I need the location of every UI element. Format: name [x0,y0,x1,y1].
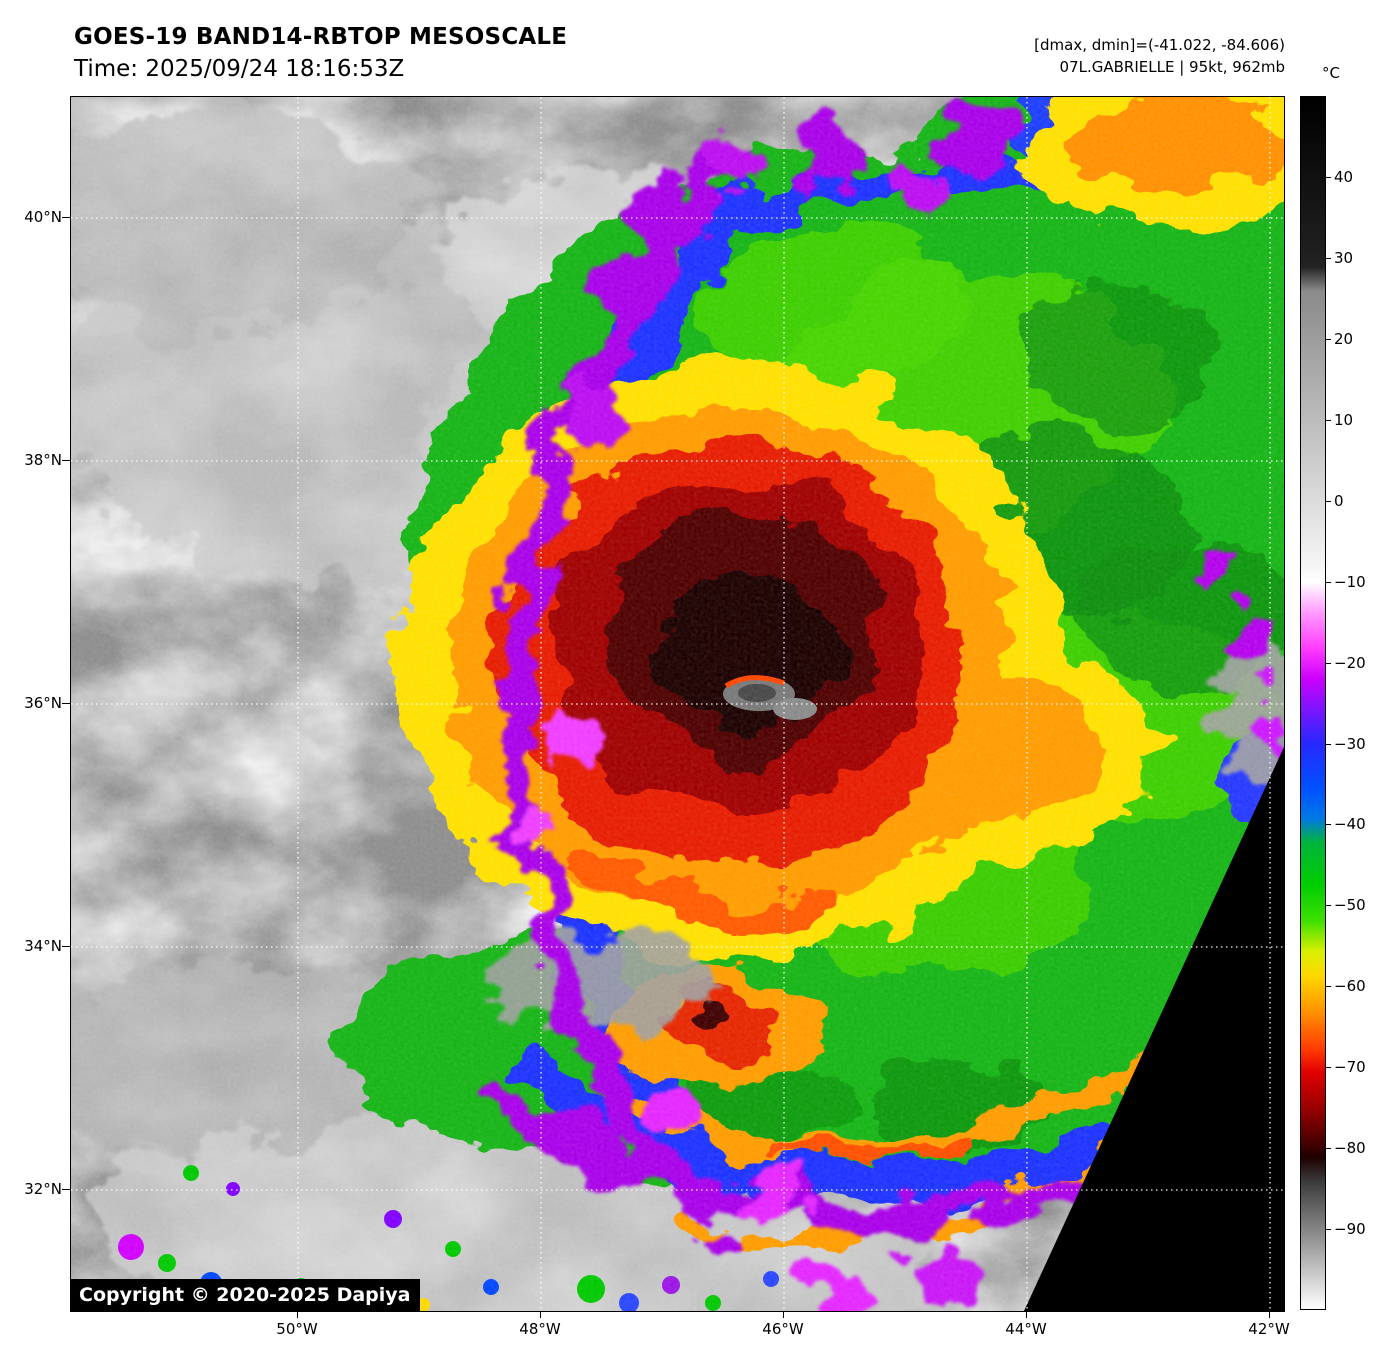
colorbar [1300,96,1326,1310]
colorbar-tick-label: 20 [1334,330,1354,348]
lon-axis-tick [1269,1311,1270,1318]
colorbar-tick-label: −50 [1334,896,1366,914]
colorbar-unit-label: °C [1322,64,1340,82]
lon-axis-tick [1026,1311,1027,1318]
colorbar-tick-label: −20 [1334,654,1366,672]
lat-axis-tick [62,1189,70,1190]
colorbar-tick-label: 0 [1334,492,1344,510]
satellite-plot [70,96,1285,1312]
lat-axis-label: 36°N [24,694,62,712]
lat-axis-tick [62,703,70,704]
lat-axis-tick [62,217,70,218]
no-data-wedge [1024,747,1284,1311]
colorbar-tick-label: 40 [1334,168,1354,186]
satellite-image [71,97,1284,1311]
colorbar-tick [1326,1067,1331,1068]
lat-axis-label: 40°N [24,208,62,226]
colorbar-tick [1326,986,1331,987]
lat-axis-tick [62,460,70,461]
colorbar-tick [1326,744,1331,745]
lon-axis-label: 44°W [1005,1320,1047,1338]
colorbar-tick [1326,1148,1331,1149]
colorbar-tick [1326,824,1331,825]
lat-axis-tick [62,946,70,947]
colorbar-tick [1326,420,1331,421]
colorbar-tick [1326,177,1331,178]
lon-axis-tick [540,1311,541,1318]
page-title: GOES-19 BAND14-RBTOP MESOSCALE [74,24,568,50]
lat-axis-label: 32°N [24,1180,62,1198]
colorbar-tick [1326,905,1331,906]
colorbar-tick [1326,339,1331,340]
colorbar-tick-label: −60 [1334,977,1366,995]
colorbar-tick-label: 10 [1334,411,1354,429]
colorbar-tick [1326,501,1331,502]
colorbar-tick [1326,582,1331,583]
colorbar-tick [1326,258,1331,259]
colorbar-tick-label: −70 [1334,1058,1366,1076]
storm-info-readout: 07L.GABRIELLE | 95kt, 962mb [1059,58,1285,76]
colorbar-tick-label: −30 [1334,735,1366,753]
colorbar-tick-label: 30 [1334,249,1354,267]
lon-axis-label: 46°W [762,1320,804,1338]
colorbar-tick-label: −40 [1334,815,1366,833]
colorbar-tick-label: −90 [1334,1220,1366,1238]
colorbar-tick-label: −10 [1334,573,1366,591]
dmax-dmin-readout: [dmax, dmin]=(-41.022, -84.606) [1034,36,1285,54]
copyright-badge: Copyright © 2020-2025 Dapiya [70,1279,421,1312]
lon-axis-label: 42°W [1248,1320,1290,1338]
lon-axis-label: 50°W [276,1320,318,1338]
colorbar-tick-label: −80 [1334,1139,1366,1157]
colorbar-tick [1326,1229,1331,1230]
lat-axis-label: 34°N [24,937,62,955]
timestamp-label: Time: 2025/09/24 18:16:53Z [74,56,405,82]
colorbar-tick [1326,663,1331,664]
lon-axis-label: 48°W [519,1320,561,1338]
lat-axis-label: 38°N [24,451,62,469]
grid-lines [71,97,1284,1311]
lon-axis-tick [783,1311,784,1318]
lon-axis-tick [297,1311,298,1318]
